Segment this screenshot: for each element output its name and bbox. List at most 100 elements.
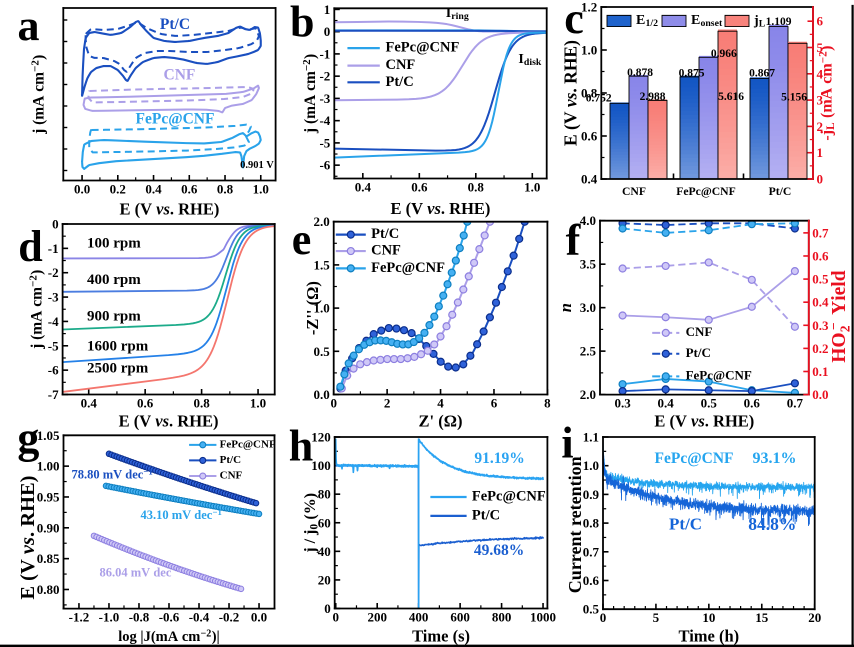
svg-text:0.4: 0.4 xyxy=(145,182,162,197)
svg-text:0.0: 0.0 xyxy=(74,182,90,197)
svg-text:0.95: 0.95 xyxy=(37,489,60,504)
svg-text:0.8: 0.8 xyxy=(217,182,234,197)
svg-text:CNF: CNF xyxy=(385,57,415,73)
svg-text:E ( V: E ( V . R H E ) v s xyxy=(561,36,581,146)
svg-text:0.7: 0.7 xyxy=(812,225,829,240)
svg-text:CNF: CNF xyxy=(686,324,713,339)
svg-text:-6: -6 xyxy=(319,158,330,173)
svg-text:0.1: 0.1 xyxy=(812,364,828,379)
svg-text:1.0: 1.0 xyxy=(524,180,540,195)
svg-text:l o g: l o g | J ( m A c m ) | − 2 xyxy=(118,623,223,645)
svg-text:100 rpm: 100 rpm xyxy=(87,236,141,252)
svg-text:6: 6 xyxy=(817,14,824,29)
svg-text:FePc@CNF: FePc@CNF xyxy=(371,260,445,276)
svg-text:1.05: 1.05 xyxy=(37,428,60,443)
svg-text:f: f xyxy=(566,216,582,265)
svg-text:800: 800 xyxy=(492,610,512,625)
svg-text:8: 8 xyxy=(544,396,551,411)
svg-text:0.3: 0.3 xyxy=(614,396,631,411)
svg-text:FePc@CNF: FePc@CNF xyxy=(655,450,734,467)
svg-text:0.7: 0.7 xyxy=(787,396,804,411)
svg-text:20: 20 xyxy=(808,610,821,625)
svg-text:5: 5 xyxy=(653,610,660,625)
svg-text:1.1: 1.1 xyxy=(583,430,599,445)
svg-text:-0.4: -0.4 xyxy=(189,610,210,625)
svg-text:H O Y: H O Y i e l d 2 − xyxy=(826,266,854,362)
svg-text:E ( V: E ( V . R H E ) v s xyxy=(119,199,223,218)
svg-text:0.875: 0.875 xyxy=(679,67,705,79)
svg-text:1000: 1000 xyxy=(530,610,556,625)
svg-text:0.0: 0.0 xyxy=(812,387,828,402)
svg-text:0.7: 0.7 xyxy=(583,544,600,559)
svg-text:n: n xyxy=(556,303,575,312)
svg-text:0.5: 0.5 xyxy=(313,344,330,359)
svg-text:0.6: 0.6 xyxy=(137,396,154,411)
svg-text:0.85: 0.85 xyxy=(37,551,60,566)
svg-text:900 rpm: 900 rpm xyxy=(87,309,141,325)
svg-text:100: 100 xyxy=(311,458,331,473)
svg-text:5.156: 5.156 xyxy=(781,91,807,103)
svg-text:4: 4 xyxy=(817,66,824,81)
svg-text:0: 0 xyxy=(324,24,331,39)
svg-text:0.6: 0.6 xyxy=(181,182,198,197)
svg-text:0.80: 0.80 xyxy=(37,582,60,597)
svg-text:0: 0 xyxy=(332,610,339,625)
svg-text:0.6: 0.6 xyxy=(581,129,598,144)
svg-text:0.6: 0.6 xyxy=(812,248,829,263)
svg-text:0.4: 0.4 xyxy=(658,396,675,411)
svg-text:E ( V: E ( V . R H E ) v s xyxy=(17,472,39,600)
svg-text:2.988: 2.988 xyxy=(640,91,666,103)
svg-text:0.9: 0.9 xyxy=(583,487,600,502)
svg-text:0.867: 0.867 xyxy=(749,68,775,80)
svg-text:FePc@CNF: FePc@CNF xyxy=(136,111,215,128)
svg-text:E ( V: E ( V . R H E ) v s xyxy=(119,411,223,430)
svg-text:- Z ' ': - Z ' ' ( Ω ) xyxy=(303,281,322,335)
svg-text:E o n s: E o n s e t xyxy=(691,11,723,30)
svg-text:E ( V: E ( V . R H E ) v s xyxy=(391,199,495,218)
svg-text:0.3: 0.3 xyxy=(812,318,829,333)
svg-text:8 6 . 0: 8 6 . 0 4 m V d e c − 1 xyxy=(100,559,181,580)
svg-text:FePc@CNF: FePc@CNF xyxy=(220,438,276,450)
svg-text:-3: -3 xyxy=(319,91,330,106)
svg-text:0.90: 0.90 xyxy=(37,520,60,535)
svg-text:-0.8: -0.8 xyxy=(129,610,150,625)
svg-text:h: h xyxy=(289,421,313,470)
svg-text:0.4: 0.4 xyxy=(812,295,829,310)
svg-text:b: b xyxy=(290,0,314,47)
svg-text:1.00: 1.00 xyxy=(37,459,60,474)
svg-text:1.5: 1.5 xyxy=(313,257,330,272)
svg-text:Time (s): Time (s) xyxy=(412,626,470,645)
svg-text:FePc@CNF: FePc@CNF xyxy=(385,40,459,56)
svg-text:Pt/C: Pt/C xyxy=(160,16,190,33)
svg-text:-5: -5 xyxy=(319,135,330,150)
svg-text:10: 10 xyxy=(702,610,715,625)
svg-text:0.901 V: 0.901 V xyxy=(240,160,274,171)
svg-text:Pt/C: Pt/C xyxy=(220,454,241,466)
svg-text:-1.2: -1.2 xyxy=(69,610,90,625)
svg-text:0.6: 0.6 xyxy=(583,573,600,588)
svg-text:0.6: 0.6 xyxy=(744,396,761,411)
svg-text:3: 3 xyxy=(817,93,824,108)
svg-text:- j (: - j ( m A c m ) L − 2 xyxy=(813,42,837,141)
svg-text:0: 0 xyxy=(324,601,331,616)
svg-text:-0.2: -0.2 xyxy=(219,610,240,625)
svg-text:-0.6: -0.6 xyxy=(159,610,180,625)
svg-text:93.1%: 93.1% xyxy=(752,450,796,467)
svg-text:0.0: 0.0 xyxy=(313,387,329,402)
svg-text:0.878: 0.878 xyxy=(627,67,653,79)
svg-text:2.0: 2.0 xyxy=(313,214,329,229)
svg-text:84.8%: 84.8% xyxy=(748,514,796,534)
svg-text:a: a xyxy=(18,1,40,50)
svg-text:i: i xyxy=(561,419,573,468)
svg-text:E ( V: E ( V . R H E ) v s xyxy=(654,411,758,430)
svg-text:I d i s: I d i s k xyxy=(518,50,542,69)
svg-text:0.0: 0.0 xyxy=(251,610,267,625)
svg-text:120: 120 xyxy=(311,430,331,445)
svg-text:-3: -3 xyxy=(48,290,59,305)
svg-text:2.5: 2.5 xyxy=(580,344,597,359)
svg-text:FePc@CNF: FePc@CNF xyxy=(676,185,736,198)
svg-text:-1.0: -1.0 xyxy=(99,610,120,625)
svg-text:Pt/C: Pt/C xyxy=(669,514,702,533)
svg-text:1.0: 1.0 xyxy=(253,182,269,197)
svg-text:400 rpm: 400 rpm xyxy=(87,272,141,288)
